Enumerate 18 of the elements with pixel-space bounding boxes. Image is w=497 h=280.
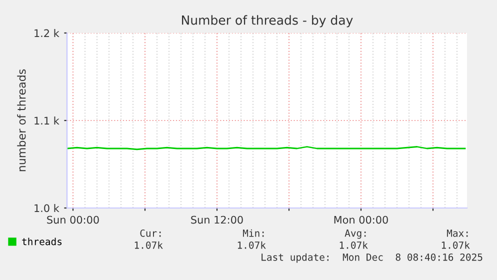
text: Max: bbox=[446, 230, 468, 237]
legend-label: threads bbox=[22, 238, 62, 246]
x-tick-label: Sun 00:00 bbox=[47, 216, 99, 224]
text: 1.07k bbox=[442, 241, 470, 249]
y-tick-label: 1.2 k bbox=[34, 29, 60, 37]
y-tick-label: 1.0 k bbox=[34, 204, 60, 212]
chart-title: Number of threads - by day bbox=[182, 15, 353, 28]
y-axis-title: number of threads bbox=[17, 69, 26, 172]
text: Avg: bbox=[344, 230, 366, 239]
text: 1.07k bbox=[134, 241, 163, 249]
text: Min: bbox=[242, 229, 264, 237]
text: Last update: Mon Dec 8 08:40:16 2025 bbox=[262, 253, 482, 263]
x-tick-label: Mon 00:00 bbox=[334, 216, 388, 224]
text: 1.07k bbox=[238, 241, 266, 249]
text: Cur: bbox=[140, 229, 161, 237]
x-tick-label: Sun 12:00 bbox=[191, 216, 243, 224]
text: 1.07k bbox=[340, 241, 368, 249]
y-tick-label: 1.1 k bbox=[34, 116, 60, 124]
